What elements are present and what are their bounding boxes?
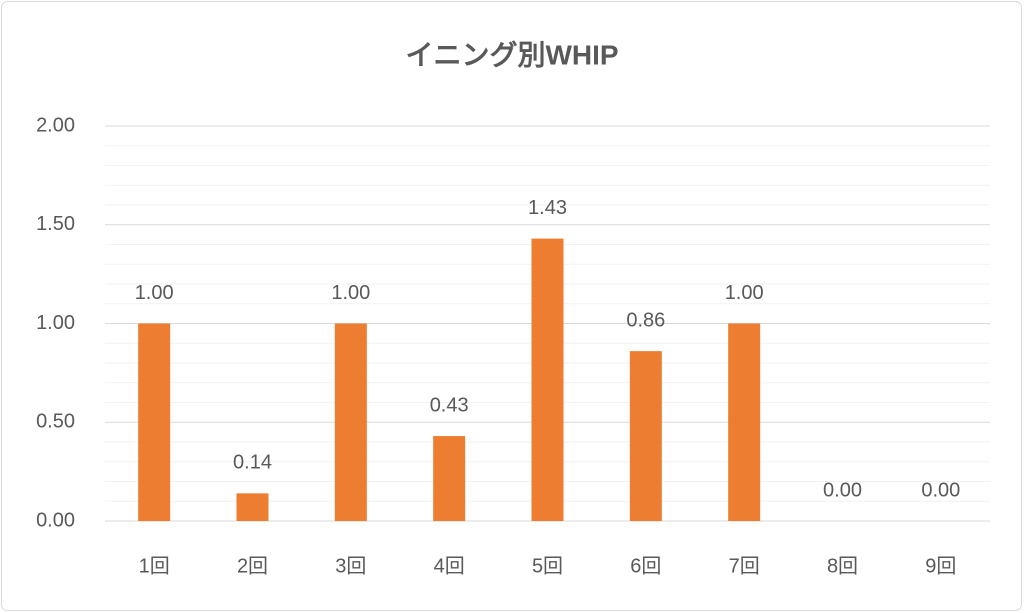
y-tick-label: 2.00 [36,114,75,136]
x-tick-label: 8回 [827,555,858,577]
chart-title: イニング別WHIP [405,39,618,70]
data-label: 0.43 [430,394,469,416]
bar [138,323,171,521]
y-tick-label: 1.50 [36,213,75,235]
data-label: 1.00 [331,282,370,304]
x-tick-label: 1回 [139,555,170,577]
y-tick-label: 1.00 [36,312,75,334]
data-label: 0.14 [233,452,272,474]
bar [236,493,269,521]
x-tick-label: 9回 [925,555,956,577]
bar [728,323,761,521]
bar [531,238,564,521]
y-tick-label: 0.50 [36,411,75,433]
data-label: 1.43 [528,197,567,219]
data-label: 1.00 [135,282,174,304]
data-label: 0.86 [626,309,665,331]
x-tick-label: 2回 [237,555,268,577]
x-tick-label: 4回 [434,555,465,577]
y-tick-label: 0.00 [36,509,75,531]
data-label: 0.00 [823,479,862,501]
x-tick-label: 6回 [630,555,661,577]
x-tick-label: 5回 [532,555,563,577]
bar [334,323,367,521]
data-label: 0.00 [921,479,960,501]
bar [629,351,662,521]
data-label: 1.00 [725,282,764,304]
x-tick-label: 3回 [335,555,366,577]
x-tick-label: 7回 [729,555,760,577]
bar [433,436,466,521]
